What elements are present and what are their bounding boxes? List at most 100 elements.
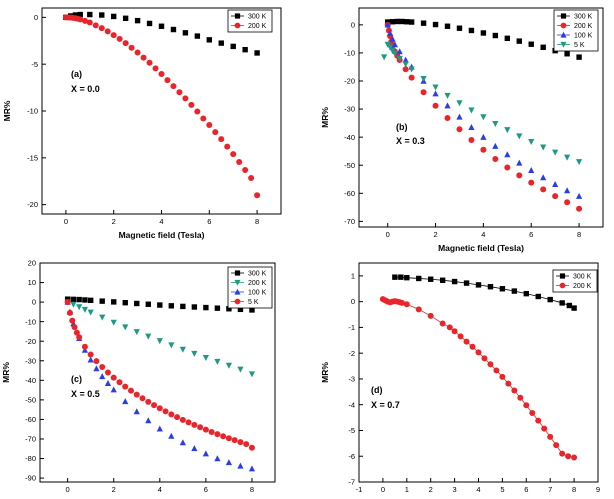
data-point <box>468 136 475 143</box>
panel-label: (a) <box>71 69 82 79</box>
data-point <box>226 306 232 312</box>
data-point <box>104 379 112 386</box>
data-point <box>99 12 105 18</box>
data-point <box>547 433 554 440</box>
data-point <box>463 280 470 286</box>
data-point <box>202 354 209 361</box>
data-point <box>254 192 261 199</box>
data-point <box>511 387 518 394</box>
y-tick-label: 10 <box>347 0 355 1</box>
legend: 300 K 200 K 100 K 5 K <box>553 9 599 52</box>
data-point <box>416 275 422 282</box>
data-point <box>469 343 476 350</box>
data-point <box>191 445 198 452</box>
data-point <box>180 303 186 310</box>
data-point <box>110 319 117 326</box>
data-point <box>237 462 244 469</box>
data-point <box>202 450 209 457</box>
data-point <box>408 19 415 25</box>
data-point <box>197 424 204 431</box>
data-point <box>428 276 434 282</box>
data-point <box>182 30 189 36</box>
data-point <box>76 304 83 311</box>
panel-label: (c) <box>71 374 82 384</box>
data-point <box>133 408 140 415</box>
data-point <box>389 19 396 25</box>
data-point <box>110 32 117 39</box>
legend-marker <box>560 13 567 19</box>
data-point <box>99 314 106 321</box>
data-point <box>432 102 439 109</box>
x-tick-label: 4 <box>476 485 480 494</box>
data-point <box>139 395 146 402</box>
data-point <box>99 373 106 380</box>
data-point <box>225 362 233 369</box>
x-tick-label: 8 <box>572 485 576 494</box>
data-point <box>157 302 163 308</box>
data-point <box>439 277 446 283</box>
y-tick-label: 0 <box>351 297 355 306</box>
panel-label: (b) <box>396 122 408 132</box>
data-point <box>77 16 84 23</box>
data-point <box>151 402 158 409</box>
y-tick-label: -60 <box>25 415 36 424</box>
data-point <box>540 174 547 181</box>
legend-marker <box>234 288 241 295</box>
data-point <box>408 66 415 73</box>
x-tick-label: 2 <box>112 485 116 494</box>
data-point <box>487 361 494 368</box>
data-point <box>480 133 487 140</box>
legend-marker <box>234 270 241 276</box>
data-point <box>146 59 153 66</box>
data-point <box>73 329 80 336</box>
x-tick-label: 2 <box>429 485 433 494</box>
data-point <box>212 129 219 136</box>
data-point <box>504 127 511 134</box>
legend-label: 300 K <box>248 271 267 278</box>
y-tick-label: -30 <box>344 105 355 114</box>
data-point <box>392 274 398 280</box>
data-point <box>499 373 506 380</box>
legend-marker <box>560 41 567 48</box>
data-point <box>432 84 439 91</box>
data-point <box>420 20 427 26</box>
data-point <box>420 89 427 96</box>
data-point <box>399 299 406 306</box>
y-tick-label: 0 <box>34 13 38 22</box>
legend: 300 K 200 K <box>227 9 273 33</box>
y-tick-label: 0 <box>351 20 355 29</box>
data-point <box>456 113 463 120</box>
series-line <box>394 276 575 309</box>
data-point <box>93 358 100 365</box>
plot-frame <box>41 7 282 215</box>
data-point <box>146 20 153 27</box>
data-point <box>480 114 487 121</box>
data-point <box>576 54 582 60</box>
y-tick-label: -20 <box>25 337 36 346</box>
data-point <box>225 435 232 442</box>
data-point <box>236 159 243 166</box>
data-point <box>156 405 163 412</box>
x-tick-label: 4 <box>159 217 163 226</box>
plot-frame <box>358 262 599 483</box>
data-point <box>402 56 409 63</box>
data-point <box>162 408 169 415</box>
y-tick-label: -40 <box>344 133 355 142</box>
legend-label: 200 K <box>248 280 267 287</box>
data-point <box>110 374 117 381</box>
data-point <box>444 115 451 122</box>
x-tick-label: 5 <box>500 485 504 494</box>
x-tick-label: 6 <box>529 230 533 239</box>
data-point <box>564 51 570 57</box>
data-point <box>408 74 415 81</box>
data-point <box>456 25 463 31</box>
y-tick-label: 1 <box>351 271 355 280</box>
data-point <box>182 95 189 102</box>
y-tick-label: -10 <box>25 317 36 326</box>
data-point <box>480 30 487 36</box>
x-tick-label: 7 <box>548 485 552 494</box>
data-point <box>516 159 523 166</box>
data-point <box>92 22 99 29</box>
